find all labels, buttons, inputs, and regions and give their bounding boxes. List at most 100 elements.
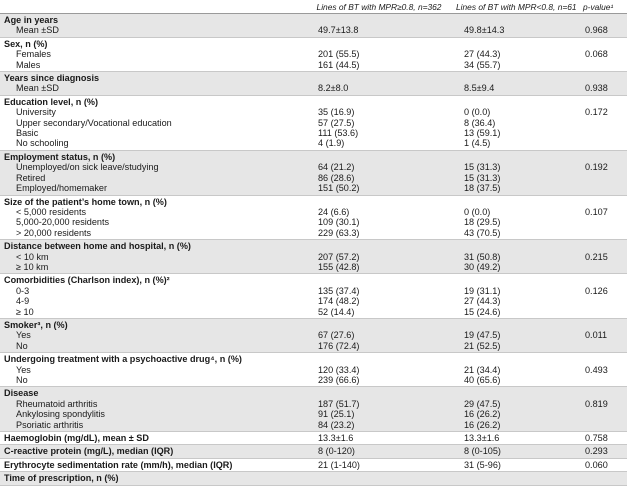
value-mpr-high: 161 (44.5) [318, 59, 360, 70]
value-mpr-high: 135 (37.4) [318, 285, 360, 296]
row-label-cell: Years since diagnosis Mean ±SD [0, 71, 306, 96]
p-value-cell: 0.107 [577, 195, 627, 241]
mpr-high-cell: 24 (6.6) 109 (30.1) 229 (63.3) [306, 195, 452, 241]
category-label: Males [16, 59, 41, 70]
p-value-cell: 0.293 [577, 444, 627, 459]
table-row: Distance between home and hospital, n (%… [0, 239, 627, 275]
mpr-low-cell: 0 (0.0) 8 (36.4) 13 (59.1) 1 (4.5) [452, 95, 577, 151]
mpr-low-cell: 19 (47.5) 21 (52.5) [452, 318, 577, 354]
variable-title: Distance between home and hospital, n (%… [4, 241, 191, 252]
mpr-low-cell: 15 (31.3) 15 (31.3) 18 (37.5) [452, 150, 577, 196]
table-row: C-reactive protein (mg/L), median (IQR) 8… [0, 444, 627, 459]
mpr-high-cell: 21 (1-140) [306, 458, 452, 473]
value-mpr-high: 57 (27.5) [318, 117, 355, 128]
value-mpr-low: 0 (0.0) [464, 107, 491, 118]
p-value: 0.493 [585, 364, 608, 375]
category-label: < 5,000 residents [16, 206, 87, 217]
category-label: Basic [16, 128, 39, 139]
p-value: 0.192 [585, 162, 608, 173]
header-p-value: p-value¹ [577, 0, 627, 14]
p-value-cell: 0.968 [577, 13, 627, 38]
p-value: 0.968 [585, 25, 608, 36]
p-value: 0.172 [585, 107, 608, 118]
p-value-cell: 0.068 [577, 37, 627, 73]
value-mpr-high: 21 (1-140) [318, 459, 360, 470]
mpr-high-cell: 201 (55.5) 161 (44.5) [306, 37, 452, 73]
mpr-low-cell: 19 (31.1) 27 (44.3) 15 (24.6) [452, 273, 577, 319]
value-mpr-low: 8 (36.4) [464, 117, 496, 128]
table-row: Disease Rheumatoid arthritis Ankylosing sp… [0, 386, 627, 433]
value-mpr-high: 8.2±8.0 [318, 83, 349, 94]
category-label: 5,000-20,000 residents [16, 217, 110, 228]
p-value-cell: 0.060 [577, 458, 627, 473]
row-label-cell: Undergoing treatment with a psychoactive… [0, 352, 306, 388]
p-value-cell: 0.215 [577, 239, 627, 275]
category-label: No [16, 375, 28, 385]
value-mpr-high: 155 (42.8) [318, 261, 360, 272]
value-mpr-high: 201 (55.5) [318, 49, 360, 60]
category-label: Rheumatoid arthritis [16, 398, 98, 409]
p-value: 0.011 [585, 330, 608, 341]
table-row: Haemoglobin (mg/dL), mean ± SD 13.3±1.6 13… [0, 431, 627, 446]
variable-title: Erythrocyte sedimentation rate (mm/h), m… [4, 459, 233, 470]
table-row: Erythrocyte sedimentation rate (mm/h), m… [0, 458, 627, 473]
value-mpr-high: 109 (30.1) [318, 217, 360, 228]
p-value: 0.293 [585, 446, 608, 457]
value-mpr-high: 24 (6.6) [318, 206, 350, 217]
mpr-high-cell: 8.2±8.0 [306, 71, 452, 96]
variable-title: Time of prescription, n (%) [4, 473, 119, 484]
p-value-cell: 0.172 [577, 95, 627, 151]
category-label: Retired [16, 172, 46, 183]
table-row: Education level, n (%) University Upper se… [0, 95, 627, 151]
header-mpr-low: Lines of BT with MPR<0.8, n=61 [452, 0, 577, 14]
variable-title: Age in years [4, 15, 59, 25]
value-mpr-low: 19 (31.1) [464, 285, 501, 296]
mpr-high-cell: 64 (21.2) 86 (28.6) 151 (50.2) [306, 150, 452, 196]
p-value-cell: 0.938 [577, 71, 627, 96]
category-label: > 20,000 residents [16, 227, 92, 238]
row-label-cell: Disease Rheumatoid arthritis Ankylosing sp… [0, 386, 306, 433]
category-label: No [16, 340, 28, 351]
p-value-cell: 0.192 [577, 150, 627, 196]
p-value: 0.126 [585, 285, 608, 296]
value-mpr-low: 21 (34.4) [464, 364, 501, 375]
category-label: Yes [16, 364, 31, 375]
variable-title: Smoker³, n (%) [4, 319, 68, 330]
category-label: ≥ 10 km [16, 261, 49, 272]
p-value: 0.215 [585, 251, 608, 262]
variable-title: Employment status, n (%) [4, 151, 116, 162]
mpr-high-cell: 49.7±13.8 [306, 13, 452, 38]
value-mpr-low: 15 (31.3) [464, 162, 501, 173]
table-row: Sex, n (%) Females Males 201 (55.5) 161 (44.… [0, 37, 627, 73]
table-row: Undergoing treatment with a psychoactive… [0, 352, 627, 388]
value-mpr-low: 31 (50.8) [464, 251, 501, 262]
value-mpr-low: 15 (31.3) [464, 172, 501, 183]
value-mpr-high: 229 (63.3) [318, 227, 360, 238]
category-label: No schooling [16, 138, 69, 149]
row-label-cell: C-reactive protein (mg/L), median (IQR) [0, 444, 306, 459]
row-label-cell: Time of prescription, n (%) [0, 471, 306, 486]
value-mpr-high: 151 (50.2) [318, 183, 360, 194]
value-mpr-high: 49.7±13.8 [318, 25, 359, 36]
variable-title: Years since diagnosis [4, 73, 100, 84]
category-label: Ankylosing spondylitis [16, 409, 105, 420]
category-label: Yes [16, 330, 31, 341]
mpr-low-cell: 8 (0-105) [452, 444, 577, 459]
category-label: < 10 km [16, 251, 49, 262]
value-mpr-low: 40 (65.6) [464, 374, 501, 385]
variable-title: Size of the patient’s home town, n (%) [4, 196, 167, 207]
value-mpr-high: 35 (16.9) [318, 107, 355, 118]
value-mpr-low: 34 (55.7) [464, 59, 501, 70]
category-label: Psoriatic arthritis [16, 419, 84, 430]
value-mpr-low: 49.8±14.3 [464, 25, 505, 36]
value-mpr-low: 43 (70.5) [464, 227, 501, 238]
p-value: 0.819 [585, 398, 608, 409]
value-mpr-low: 0 (0.0) [464, 206, 491, 217]
value-mpr-low: 19 (47.5) [464, 330, 501, 341]
mpr-low-cell: 0 (0.0) 18 (29.5) 43 (70.5) [452, 195, 577, 241]
value-mpr-low: 18 (29.5) [464, 217, 501, 228]
category-label: Females [16, 49, 51, 60]
mpr-high-cell: 207 (57.2) 155 (42.8) [306, 239, 452, 275]
variable-title: Haemoglobin (mg/dL), mean ± SD [4, 433, 149, 444]
value-mpr-high: 13.3±1.6 [318, 433, 354, 444]
